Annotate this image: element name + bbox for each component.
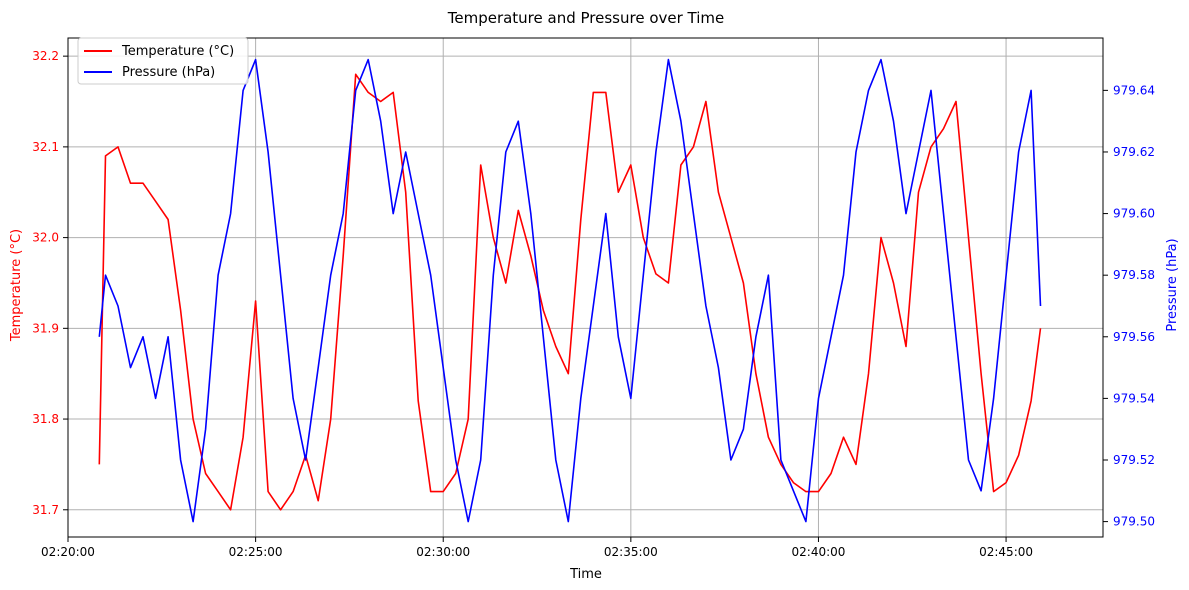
y-axis-left-label: Temperature (°C) xyxy=(9,229,24,342)
y-left-tick-label: 31.8 xyxy=(32,412,59,426)
x-tick-label: 02:40:00 xyxy=(792,545,846,559)
y-right-tick-label: 979.62 xyxy=(1113,145,1155,159)
x-tick-label: 02:45:00 xyxy=(979,545,1033,559)
axes: 02:20:00 02:25:00 02:30:00 02:35:00 02:40:00… xyxy=(32,49,1155,559)
y-right-tick-label: 979.64 xyxy=(1113,83,1155,97)
y-right-tick-label: 979.52 xyxy=(1113,453,1155,467)
series-layer xyxy=(98,58,1042,523)
y-right-tick-label: 979.58 xyxy=(1113,268,1155,282)
y-left-tick-label: 31.9 xyxy=(32,321,59,335)
y-axis-right-label: Pressure (hPa) xyxy=(1165,238,1180,331)
y-right-tick-label: 979.50 xyxy=(1113,515,1155,529)
y-right-tick-label: 979.56 xyxy=(1113,330,1155,344)
y-left-tick-label: 32.0 xyxy=(32,231,59,245)
chart-title: Temperature and Pressure over Time xyxy=(447,9,725,27)
x-tick-label: 02:20:00 xyxy=(41,545,95,559)
x-tick-label: 02:35:00 xyxy=(604,545,658,559)
temperature-series-line xyxy=(98,73,1042,511)
y-left-tick-label: 32.1 xyxy=(32,140,59,154)
y-right-tick-label: 979.54 xyxy=(1113,391,1155,405)
legend-box xyxy=(77,37,249,85)
x-tick-label: 02:25:00 xyxy=(229,545,283,559)
pressure-series-line xyxy=(98,58,1042,523)
legend-label-temperature: Temperature (°C) xyxy=(121,44,234,59)
x-axis-label: Time xyxy=(569,567,602,582)
legend: Temperature (°C) Pressure (hPa) xyxy=(77,37,249,85)
y-right-tick-label: 979.60 xyxy=(1113,207,1155,221)
x-tick-label: 02:30:00 xyxy=(416,545,470,559)
plot-frame xyxy=(67,37,1104,538)
y-left-tick-label: 31.7 xyxy=(32,503,59,517)
legend-label-pressure: Pressure (hPa) xyxy=(122,65,215,80)
y-left-tick-label: 32.2 xyxy=(32,49,59,63)
